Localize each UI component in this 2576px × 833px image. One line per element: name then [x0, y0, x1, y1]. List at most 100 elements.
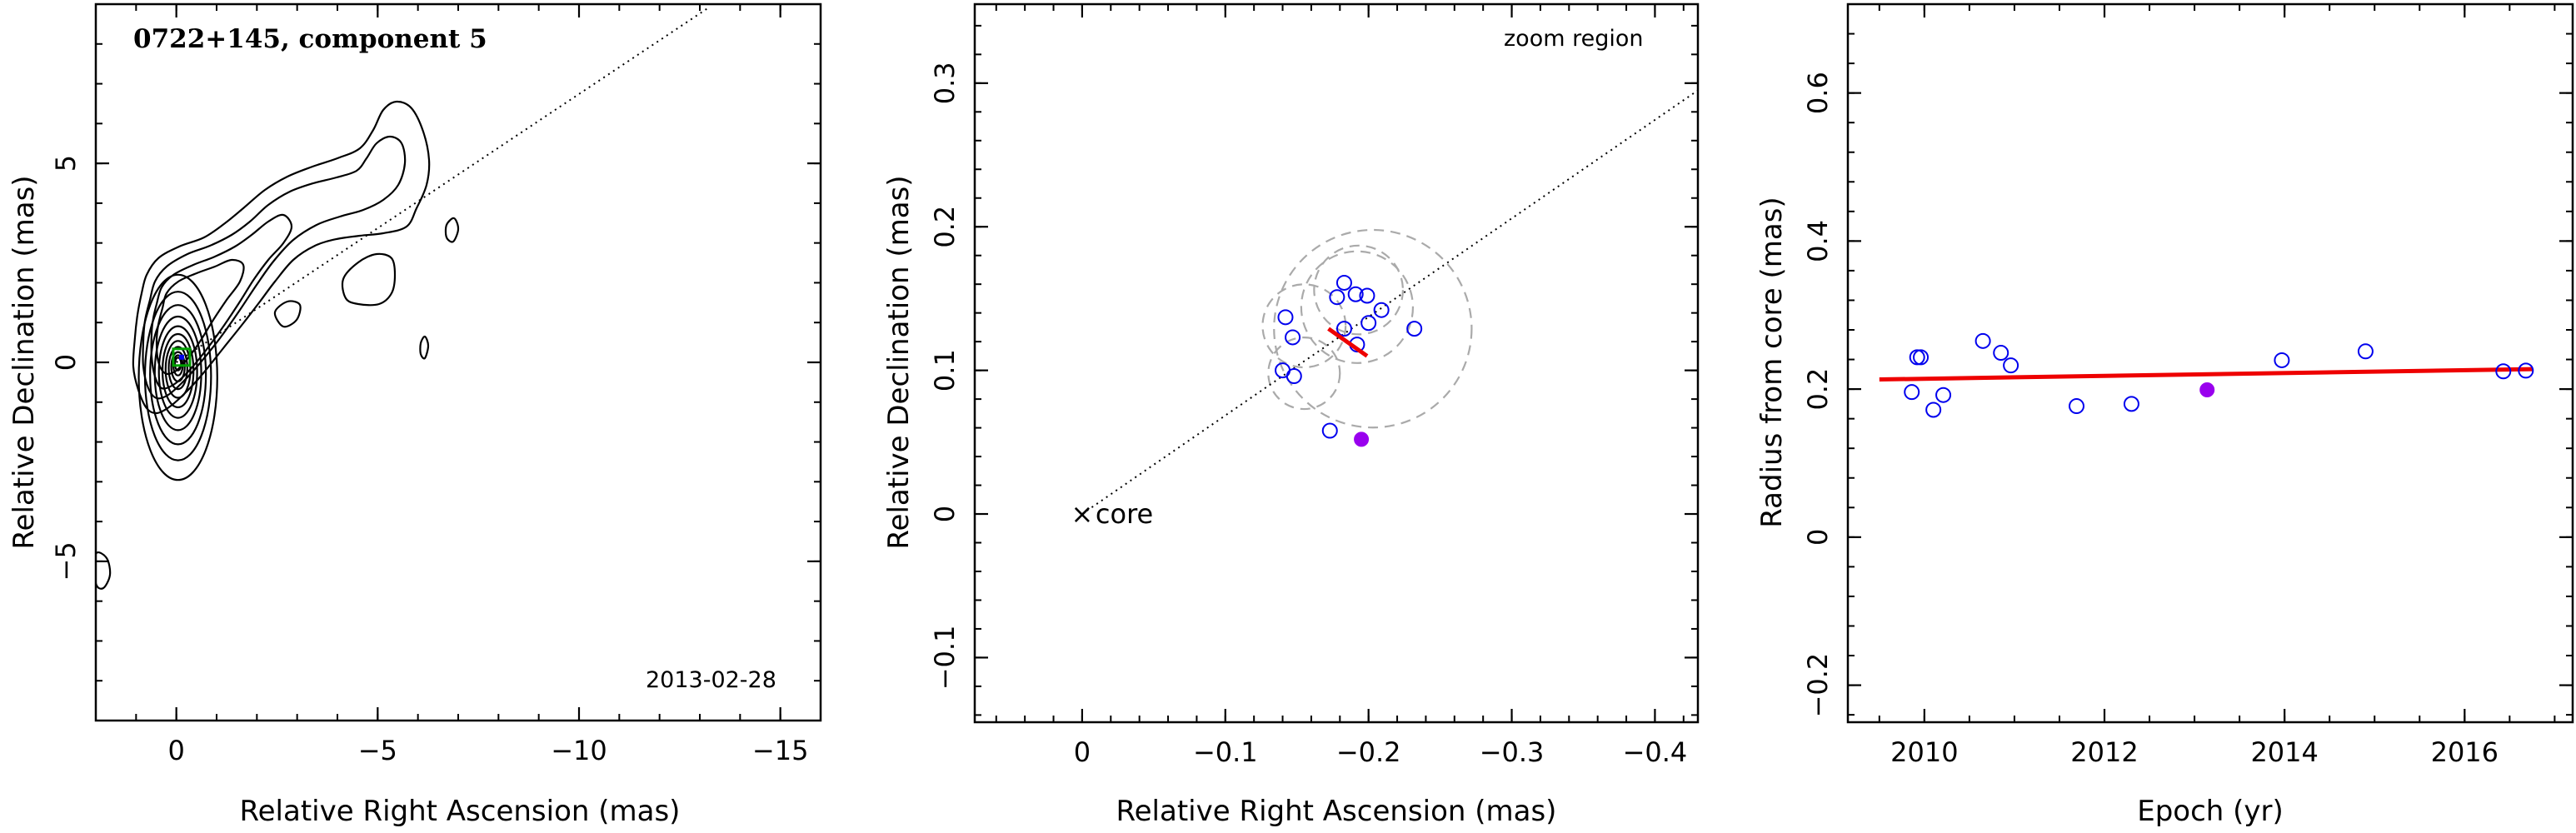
data-point-filled: [2199, 382, 2215, 397]
radius-x-tick-label: 2010: [1890, 736, 1958, 768]
contour-island-1: [341, 252, 397, 307]
core-contour-ring: [164, 340, 192, 399]
data-point-open: [2274, 352, 2290, 368]
component-marker: [172, 347, 192, 367]
map-x-tick-label: 0: [167, 735, 184, 766]
data-point-open: [1406, 321, 1423, 337]
data-point-open: [2518, 362, 2534, 379]
data-point-open: [1335, 274, 1352, 291]
zoom-x-tick-label: −0.1: [1193, 736, 1258, 768]
core-contour-ring: [143, 291, 212, 461]
core-contour-ring: [157, 325, 198, 419]
data-point-open: [1285, 329, 1301, 346]
data-point-open: [1286, 368, 1302, 385]
map-y-axis-title: Relative Declination (mas): [7, 175, 41, 549]
map-x-axis-title: Relative Right Ascension (mas): [240, 795, 681, 828]
zoom-panel: 0 −0.1 −0.2 −0.3 −0.4 −0.1 0 0.1 0.2 0.3 zoom reg…: [882, 2, 1700, 828]
data-point-open: [1913, 349, 1930, 366]
map-title: 0722+145, component 5: [133, 24, 487, 54]
data-point-open: [2003, 357, 2019, 374]
contour-level-4: [155, 258, 245, 376]
core-contour-ring: [167, 346, 188, 391]
radius-x-tick-label: 2014: [2250, 736, 2318, 768]
zoom-x-tick-label: −0.4: [1623, 736, 1688, 768]
data-point-open: [1360, 315, 1377, 332]
map-panel: 0 −5 −10 −15 −5 0 5 0722+145, component 5 2013…: [7, 2, 822, 828]
data-point-open: [2123, 396, 2139, 412]
map-x-tick-label: −15: [752, 735, 809, 766]
fit-segment: [1327, 327, 1369, 358]
core-contour-ring: [149, 304, 207, 446]
data-point-open: [1935, 387, 1952, 403]
data-point-open: [2357, 343, 2374, 360]
contour-island-4: [419, 335, 430, 360]
radius-y-axis-title: Radius from core (mas): [1755, 197, 1789, 527]
zoom-x-tick-label: −0.2: [1336, 736, 1401, 768]
contour-map: [96, 100, 460, 590]
fit-line: [1879, 367, 2534, 382]
contour-island-5: [96, 551, 112, 590]
zoom-y-tick-label: 0: [929, 506, 961, 522]
zoom-x-tick-label: 0: [1074, 736, 1091, 768]
zoom-region-label: zoom region: [1504, 26, 1643, 52]
map-frame: [94, 2, 822, 722]
data-point-open: [1974, 332, 1991, 349]
contour-island-3: [444, 217, 460, 243]
data-point-filled: [1354, 431, 1370, 447]
radius-x-tick-label: 2012: [2070, 736, 2138, 768]
data-point-open: [1321, 422, 1338, 439]
zoom-y-tick-label: 0.2: [929, 206, 961, 248]
radius-y-tick-label: 0.4: [1802, 220, 1834, 262]
radius-y-tick-label: −0.2: [1802, 653, 1834, 718]
error-circle: [1261, 283, 1347, 369]
data-point-open: [1347, 286, 1364, 302]
jet-axis-line: [1081, 89, 1698, 515]
zoom-frame: [973, 2, 1700, 724]
zoom-x-axis-title: Relative Right Ascension (mas): [1116, 795, 1557, 828]
radius-x-tick-label: 2016: [2431, 736, 2499, 768]
map-y-tick-label: 5: [50, 155, 82, 172]
data-point-open: [1335, 321, 1352, 337]
data-point-open: [1359, 287, 1375, 304]
map-x-tick-label: −5: [358, 735, 397, 766]
zoom-y-tick-label: 0.1: [929, 349, 961, 392]
radius-y-tick-label: 0: [1802, 529, 1834, 546]
data-point-open: [1925, 402, 1942, 418]
error-circle: [1300, 250, 1415, 364]
contour-island-2: [273, 300, 302, 328]
zoom-y-axis-title: Relative Declination (mas): [882, 175, 916, 549]
radius-x-axis-title: Epoch (yr): [2137, 795, 2284, 828]
data-point-open: [1993, 345, 2009, 362]
radius-frame: [1846, 2, 2574, 724]
zoom-y-tick-label: −0.1: [929, 626, 961, 691]
data-point-open: [1329, 289, 1345, 306]
data-point-open: [1909, 349, 1925, 366]
core-contour-ring: [173, 357, 182, 372]
data-point-open: [1904, 384, 1920, 401]
core-contour-ring: [137, 273, 218, 481]
core-label: core: [1096, 498, 1153, 530]
component-position-dot: [178, 354, 184, 360]
contour-level-1: [132, 100, 431, 415]
map-date-label: 2013-02-28: [646, 667, 776, 693]
radius-y-tick-label: 0.2: [1802, 368, 1834, 411]
error-circle: [1313, 244, 1405, 336]
core-marker: ×: [1071, 498, 1094, 530]
zoom-y-tick-label: 0.3: [929, 62, 961, 104]
map-y-tick-label: −5: [50, 541, 82, 581]
core-contour-ring: [161, 332, 195, 409]
jet-axis-line: [176, 7, 709, 363]
radius-panel: 2010 2012 2014 2016 −0.2 0 0.2 0.4 0.6 Epoch (yr…: [1755, 2, 2574, 828]
data-point-open: [1373, 302, 1390, 318]
map-y-tick-label: 0: [50, 354, 82, 371]
data-point-open: [2495, 363, 2512, 380]
core-contour-ring: [153, 315, 202, 431]
data-point-open: [2069, 398, 2085, 415]
radius-y-tick-label: 0.6: [1802, 72, 1834, 114]
data-point-open: [1277, 309, 1294, 326]
zoom-x-tick-label: −0.3: [1480, 736, 1545, 768]
error-circle: [1273, 228, 1473, 429]
error-circle: [1267, 336, 1341, 411]
map-x-tick-label: −10: [551, 735, 607, 766]
